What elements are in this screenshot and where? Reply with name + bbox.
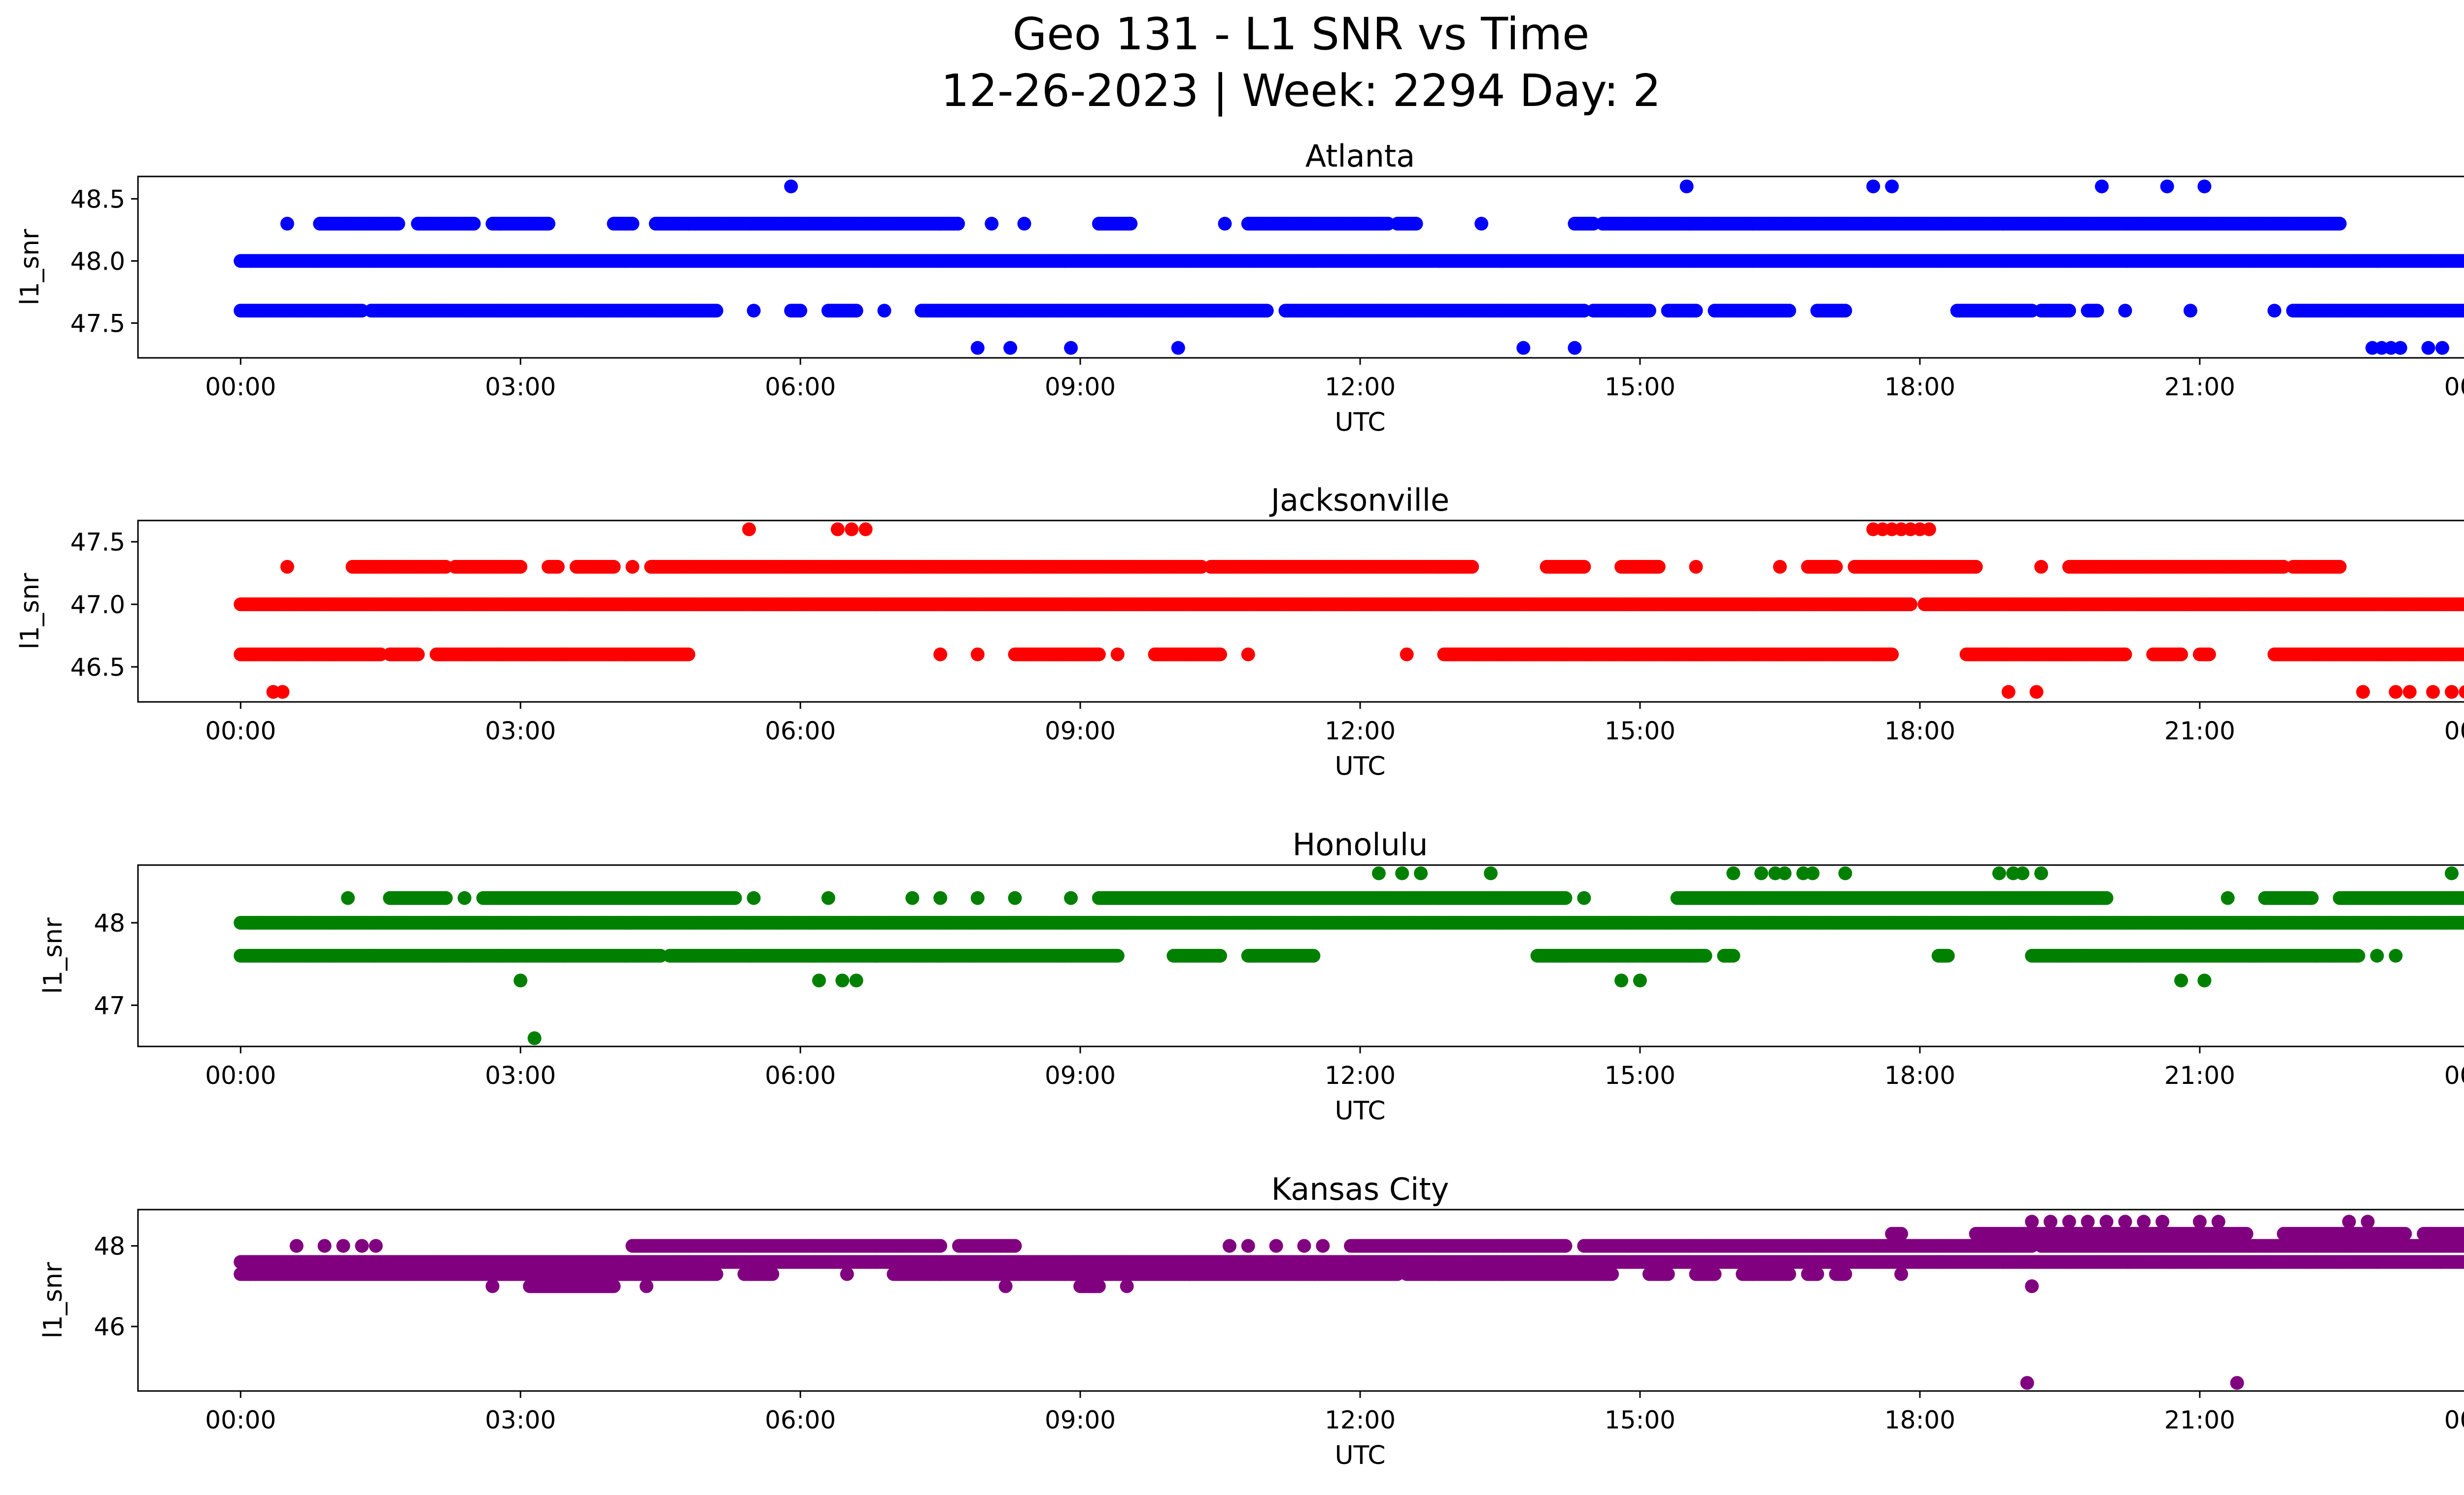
- data-point: [513, 559, 528, 574]
- data-point: [2160, 179, 2174, 194]
- x-tick-label: 18:00: [1884, 373, 1955, 401]
- data-point: [2421, 341, 2435, 355]
- data-point: [2062, 304, 2076, 318]
- data-point: [951, 216, 965, 231]
- data-point: [1969, 559, 1983, 574]
- x-tick-label: 21:00: [2164, 373, 2235, 401]
- data-point: [2393, 341, 2407, 355]
- data-point: [1642, 304, 1656, 318]
- data-point: [391, 216, 406, 231]
- data-point: [985, 216, 999, 231]
- data-point: [1838, 304, 1852, 318]
- data-point: [1568, 341, 1582, 355]
- x-tick-label: 03:00: [485, 373, 556, 401]
- data-point: [1124, 216, 1138, 231]
- data-point: [784, 179, 798, 194]
- data-point: [2332, 559, 2347, 574]
- data-point: [1829, 559, 1843, 574]
- data-point: [1689, 304, 1703, 318]
- panel-title: Atlanta: [1305, 138, 1415, 174]
- data-point: [1679, 179, 1694, 194]
- data-point: [280, 559, 294, 574]
- data-point: [1885, 179, 1899, 194]
- data-point: [747, 304, 761, 318]
- data-point: [1017, 216, 1031, 231]
- data-point: [1577, 559, 1591, 574]
- data-point: [970, 341, 985, 355]
- data-point: [625, 559, 640, 574]
- panel-title: Jacksonville: [1269, 482, 1449, 518]
- x-tick-label: 00:00: [205, 373, 276, 401]
- x-tick-label: 12:00: [1325, 373, 1396, 401]
- data-point: [2435, 341, 2449, 355]
- data-point: [2183, 304, 2197, 318]
- data-point: [709, 304, 723, 318]
- data-point: [542, 216, 555, 231]
- y-tick-label: 48.5: [70, 185, 125, 213]
- data-point: [2462, 255, 2464, 267]
- x-tick-label: 06:00: [765, 373, 836, 401]
- scatter-points: [234, 179, 2464, 355]
- data-point: [1903, 597, 1917, 611]
- scatter-points: [234, 522, 2464, 699]
- x-tick-label: 09:00: [1045, 373, 1116, 401]
- data-point: [1866, 179, 1881, 194]
- data-point: [1260, 304, 1274, 318]
- figure-title-line1: Geo 131 - L1 SNR vs Time: [1013, 8, 1590, 60]
- data-point: [1409, 216, 1423, 231]
- data-point: [550, 559, 565, 574]
- data-point: [607, 559, 621, 574]
- data-point: [2462, 305, 2464, 316]
- data-point: [2332, 216, 2347, 231]
- data-point: [1689, 559, 1703, 574]
- data-point: [1516, 341, 1531, 355]
- data-point: [2462, 600, 2464, 609]
- figure-title-line2: 12-26-2023 | Week: 2294 Day: 2: [941, 65, 1661, 117]
- data-point: [2090, 304, 2104, 318]
- data-point: [1218, 216, 1232, 231]
- data-point: [2197, 179, 2212, 194]
- data-point: [467, 216, 481, 231]
- y-tick-label: 47.5: [70, 309, 125, 338]
- data-point: [2095, 179, 2109, 194]
- data-point: [1465, 559, 1479, 574]
- data-point: [877, 304, 891, 318]
- data-point: [625, 216, 640, 231]
- data-point: [849, 304, 863, 318]
- data-point: [1003, 341, 1018, 355]
- y-axis-label: l1_snr: [15, 229, 45, 306]
- panels: Atlanta 00:00 03:00 06:00 09:00 12:00 15:00 18:…: [15, 138, 2464, 1470]
- data-point: [793, 304, 808, 318]
- data-point: [1474, 216, 1489, 231]
- x-tick-label: 00:00: [2444, 373, 2464, 401]
- y-tick-label: 48.0: [70, 247, 125, 276]
- data-point: [1171, 341, 1185, 355]
- x-axis-label: UTC: [1335, 408, 1385, 437]
- data-point: [2034, 559, 2048, 574]
- panel-atlanta: Atlanta 00:00 03:00 06:00 09:00 12:00 15:00 18:…: [15, 138, 2464, 437]
- data-point: [1782, 304, 1796, 318]
- x-tick-label: 15:00: [1605, 373, 1676, 401]
- data-point: [2267, 304, 2282, 318]
- data-point: [2118, 304, 2132, 318]
- data-point: [1773, 559, 1787, 574]
- data-point: [280, 216, 294, 231]
- data-point: [1651, 559, 1666, 574]
- data-point: [1064, 341, 1078, 355]
